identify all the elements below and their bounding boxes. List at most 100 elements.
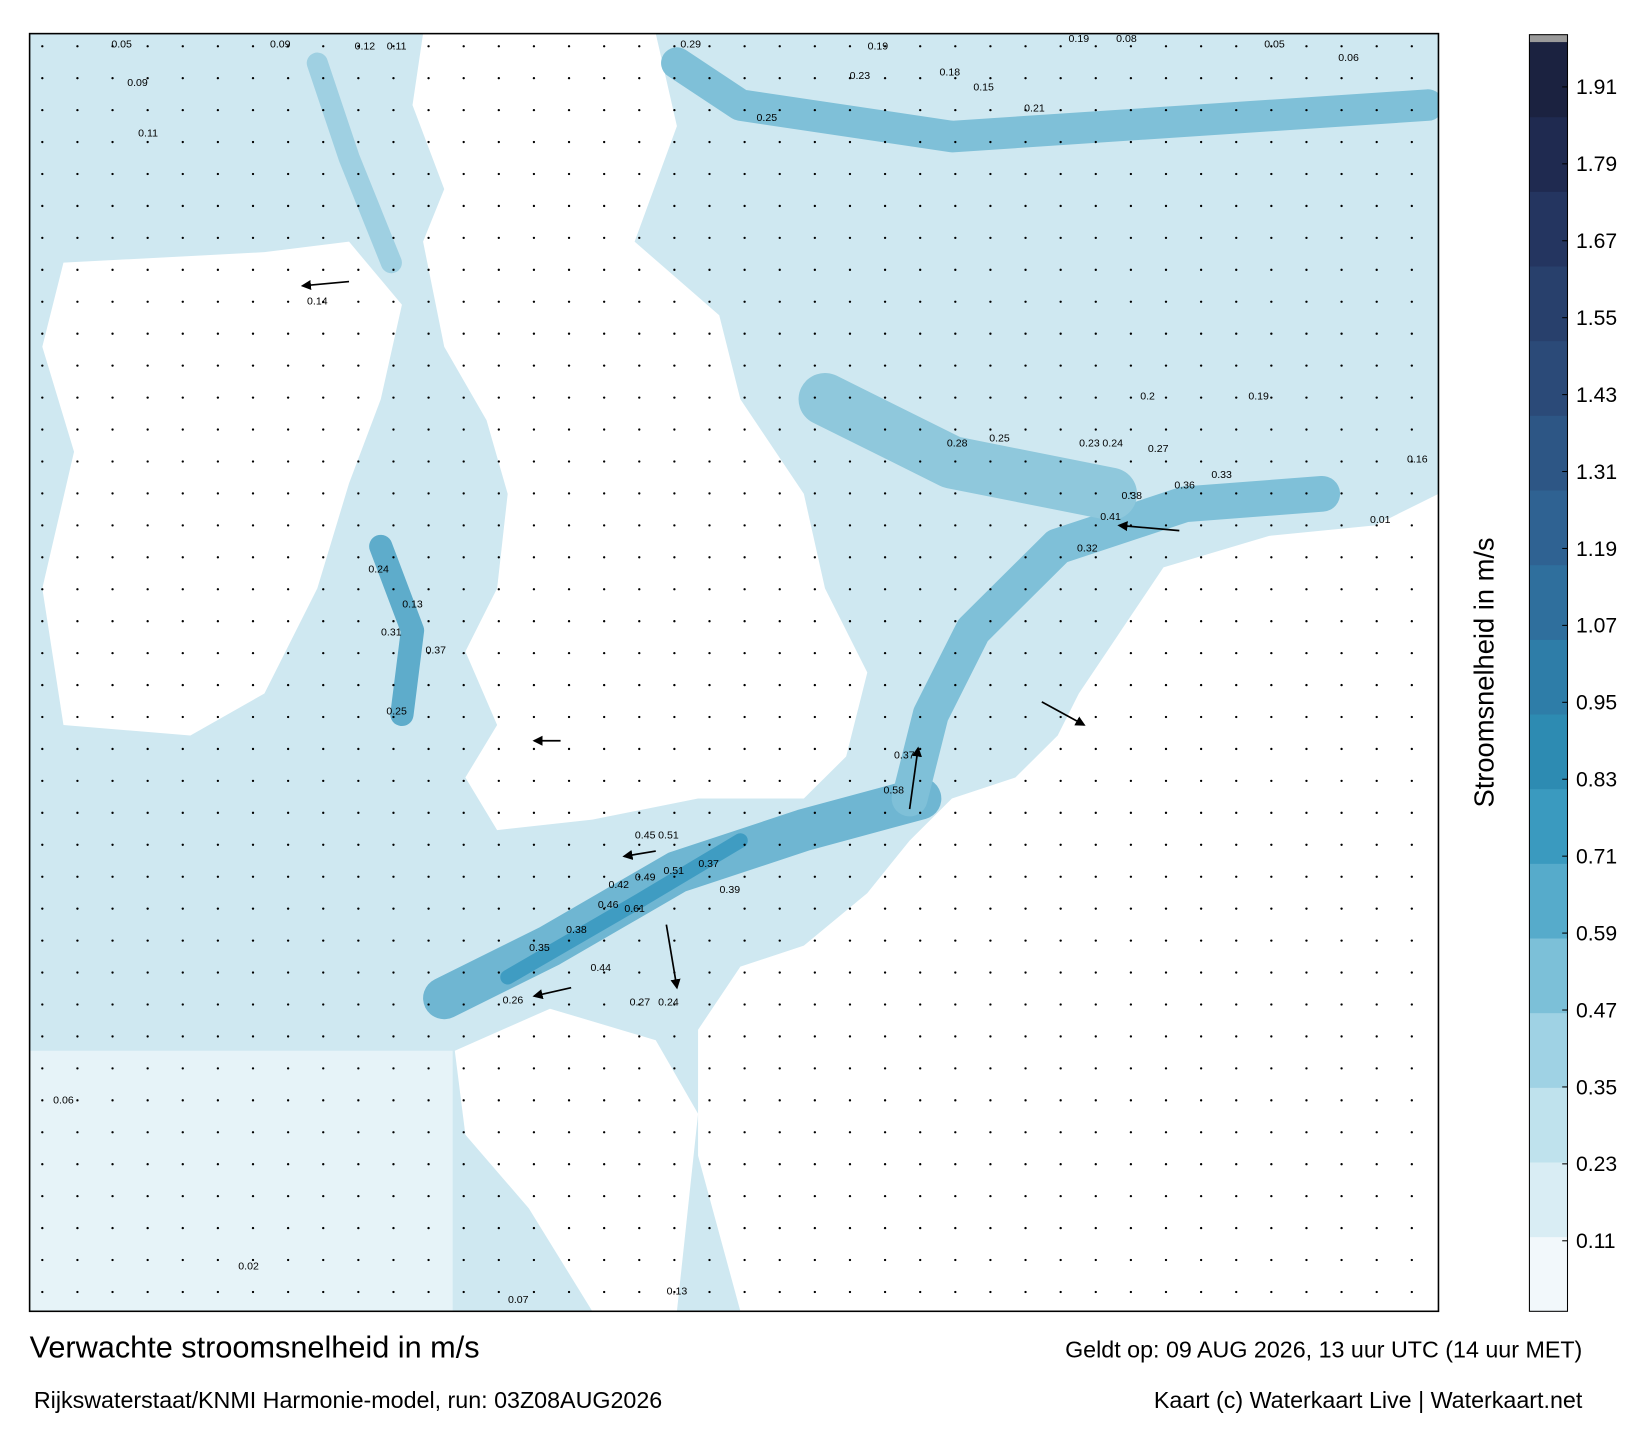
- grid-dot: [638, 396, 641, 399]
- grid-dot: [638, 524, 641, 527]
- grid-dot: [813, 268, 817, 271]
- grid-dot: [954, 1131, 957, 1134]
- grid-dot: [1270, 939, 1273, 942]
- grid-dot: [146, 1258, 149, 1262]
- grid-dot: [1305, 715, 1308, 719]
- grid-dot: [954, 268, 957, 271]
- grid-dot: [708, 1131, 711, 1134]
- grid-dot: [111, 1099, 114, 1102]
- grid-dot: [1235, 1290, 1238, 1294]
- colorbar-tick-label: 1.31: [1576, 461, 1617, 484]
- grid-dot: [673, 300, 676, 303]
- grid-dot: [392, 779, 395, 783]
- grid-dot: [181, 1099, 184, 1102]
- grid-dot: [251, 811, 255, 814]
- grid-dot: [216, 620, 220, 623]
- grid-dot: [1164, 1067, 1168, 1070]
- grid-dot: [1235, 492, 1238, 495]
- grid-dot: [1375, 811, 1378, 814]
- grid-dot: [919, 843, 922, 846]
- grid-dot: [357, 172, 360, 176]
- grid-dot: [41, 556, 44, 559]
- grid-dot: [602, 875, 606, 878]
- grid-dot: [251, 45, 255, 48]
- grid-dot: [532, 715, 536, 719]
- grid-dot: [1129, 971, 1133, 974]
- grid-dot: [778, 204, 781, 208]
- grid-dot: [638, 1035, 641, 1038]
- grid-dot: [1340, 651, 1343, 655]
- grid-dot: [1270, 1131, 1273, 1134]
- map-frame: [28, 32, 1440, 1313]
- grid-dot: [848, 108, 852, 112]
- grid-dot: [427, 45, 430, 48]
- grid-dot: [1270, 588, 1273, 591]
- grid-dot: [462, 236, 465, 240]
- grid-dot: [778, 1003, 781, 1006]
- grid-dot: [181, 108, 184, 112]
- grid-dot: [638, 875, 641, 878]
- grid-dot: [1164, 1258, 1168, 1262]
- grid-dot: [1164, 172, 1168, 176]
- colorbar-band: [1529, 1161, 1568, 1238]
- grid-dot: [1410, 1290, 1413, 1294]
- grid-dot: [883, 683, 887, 687]
- grid-dot: [1059, 1131, 1062, 1134]
- grid-dot: [392, 651, 395, 655]
- grid-dot: [673, 396, 676, 399]
- grid-dot: [1164, 45, 1168, 48]
- grid-dot: [216, 492, 220, 495]
- grid-dot: [813, 172, 817, 176]
- grid-dot: [181, 45, 184, 48]
- grid-dot: [1129, 396, 1133, 399]
- grid-dot: [638, 172, 641, 176]
- grid-dot: [638, 1003, 641, 1006]
- grid-dot: [813, 1067, 817, 1070]
- grid-dot: [322, 268, 325, 271]
- current-label: 0.27: [1148, 443, 1169, 455]
- grid-dot: [427, 875, 430, 878]
- current-label: 0.33: [1211, 469, 1232, 481]
- grid-dot: [41, 108, 44, 112]
- grid-dot: [462, 843, 465, 846]
- grid-dot: [1199, 428, 1203, 431]
- grid-dot: [146, 620, 149, 623]
- grid-dot: [883, 971, 887, 974]
- colorbar-band: [1529, 340, 1568, 416]
- grid-dot: [883, 843, 887, 846]
- grid-dot: [146, 811, 149, 814]
- current-label: 0.35: [529, 942, 550, 954]
- grid-dot: [1129, 875, 1133, 878]
- grid-dot: [743, 492, 746, 495]
- grid-dot: [743, 779, 746, 783]
- grid-dot: [181, 971, 184, 974]
- current-label: 0.51: [658, 830, 679, 842]
- grid-dot: [1235, 524, 1238, 527]
- grid-dot: [1164, 715, 1168, 719]
- grid-dot: [427, 651, 430, 655]
- grid-dot: [1129, 1194, 1133, 1198]
- grid-dot: [286, 236, 290, 240]
- grid-dot: [1199, 779, 1203, 783]
- grid-dot: [286, 715, 290, 719]
- grid-dot: [638, 1067, 641, 1070]
- grid-dot: [778, 715, 781, 719]
- current-label: 0.05: [1264, 38, 1285, 50]
- grid-dot: [111, 332, 114, 335]
- grid-dot: [989, 1258, 992, 1262]
- grid-dot: [813, 715, 817, 719]
- grid-dot: [216, 332, 220, 335]
- grid-dot: [1270, 108, 1273, 112]
- grid-dot: [1305, 588, 1308, 591]
- grid-dot: [1059, 140, 1062, 144]
- grid-dot: [111, 524, 114, 527]
- grid-dot: [638, 268, 641, 271]
- grid-dot: [1375, 1258, 1378, 1262]
- grid-dot: [813, 77, 817, 80]
- grid-dot: [848, 268, 852, 271]
- grid-dot: [954, 236, 957, 240]
- grid-dot: [567, 1131, 571, 1134]
- grid-dot: [1235, 588, 1238, 591]
- grid-dot: [848, 588, 852, 591]
- grid-dot: [427, 364, 430, 367]
